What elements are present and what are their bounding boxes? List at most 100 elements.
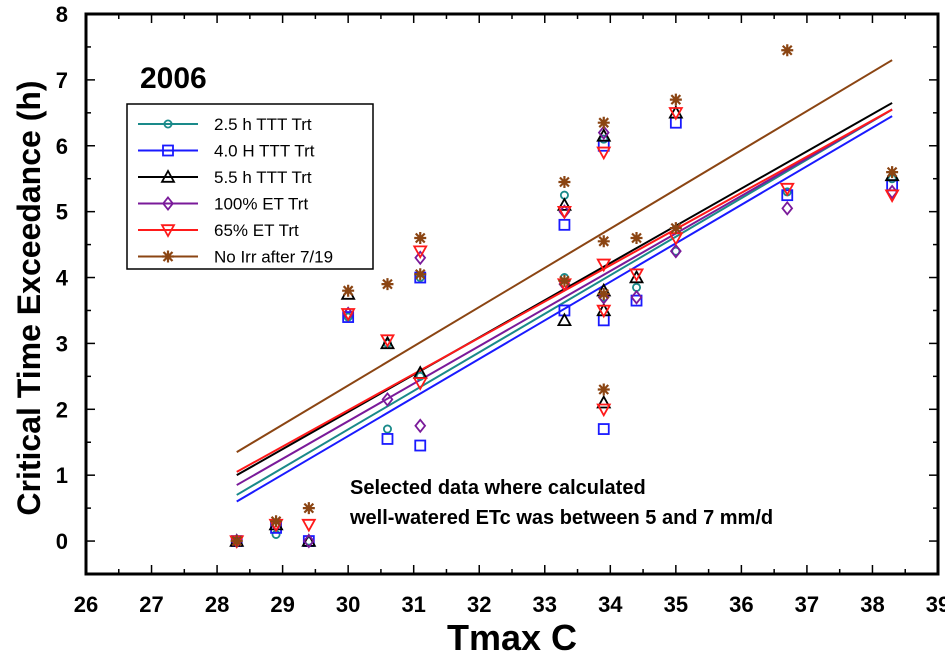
data-point <box>596 258 612 273</box>
y-tick-label: 1 <box>56 463 68 488</box>
legend-marker <box>162 196 174 211</box>
legend-label: 4.0 H TTT Trt <box>214 142 315 161</box>
data-point <box>781 189 794 202</box>
data-point <box>381 433 394 445</box>
data-point <box>270 515 283 528</box>
legend-marker <box>160 169 176 183</box>
data-point <box>414 418 427 434</box>
legend-marker <box>162 144 174 157</box>
legend-box <box>126 103 374 270</box>
data-point <box>302 502 315 515</box>
legend-label: 65% ET Trt <box>214 221 299 240</box>
data-point <box>412 377 428 391</box>
data-point <box>671 246 681 256</box>
data-point <box>558 218 571 231</box>
data-point <box>414 232 427 244</box>
y-tick-label: 6 <box>56 134 68 159</box>
legend-marker <box>160 224 176 238</box>
x-tick-label: 36 <box>729 592 753 617</box>
y-tick-label: 4 <box>56 266 69 291</box>
x-tick-label: 28 <box>205 592 229 617</box>
annotation-line-1: Selected data where calculated <box>350 477 646 499</box>
data-point <box>556 205 572 220</box>
data-point <box>230 535 243 548</box>
data-point <box>556 312 572 327</box>
y-tick-label: 5 <box>56 200 68 225</box>
fit-line-1 <box>236 108 893 496</box>
x-tick-label: 29 <box>270 592 294 617</box>
x-tick-label: 39 <box>926 592 945 617</box>
data-point <box>884 189 900 204</box>
data-point <box>630 289 643 305</box>
legend-label: 2.5 h TTT Trt <box>214 115 312 134</box>
series-6 <box>230 44 899 548</box>
y-axis-title: Critical Time Exceedance (h) <box>11 80 47 515</box>
x-tick-label: 37 <box>795 592 819 617</box>
fit-line-6 <box>236 59 893 453</box>
data-point <box>668 107 684 121</box>
data-point <box>630 232 643 244</box>
y-tick-label: 7 <box>56 68 68 93</box>
data-point <box>781 44 794 57</box>
data-point <box>414 268 427 281</box>
legend: 2.5 h TTT Trt 4.0 H TTT Trt 5.5 h TTT Trt 1… <box>126 103 374 270</box>
y-tick-label: 2 <box>56 397 68 422</box>
legend-entry-1: 2.5 h TTT Trt <box>138 115 312 134</box>
data-point <box>628 269 645 284</box>
data-point <box>628 268 645 283</box>
fit-line-4 <box>236 108 893 486</box>
data-point <box>558 274 571 287</box>
x-tick-label: 30 <box>336 592 360 617</box>
legend-entry-4: 100% ET Trt <box>138 195 308 214</box>
data-point <box>597 125 610 141</box>
data-point <box>597 235 610 248</box>
axis-ticks <box>85 13 939 574</box>
legend-entry-6: No Irr after 7/19 <box>138 248 333 267</box>
data-point <box>342 311 355 323</box>
x-tick-label: 34 <box>598 592 623 617</box>
data-point <box>414 250 427 266</box>
data-point <box>630 294 643 307</box>
data-point <box>556 197 572 211</box>
plot-content <box>229 44 900 549</box>
data-point <box>382 424 392 434</box>
y-tick-label: 0 <box>56 529 68 554</box>
data-point <box>596 146 612 161</box>
x-tick-label: 26 <box>74 592 98 617</box>
data-point <box>596 403 612 418</box>
data-point <box>886 166 899 179</box>
data-point <box>669 222 682 235</box>
legend-marker <box>162 250 174 263</box>
data-point <box>597 383 610 396</box>
data-point <box>340 308 356 322</box>
data-point <box>781 200 794 216</box>
data-point <box>301 518 317 533</box>
y-tick-label: 3 <box>56 331 68 356</box>
data-point <box>379 335 396 350</box>
data-point <box>669 93 682 106</box>
data-point <box>415 371 425 381</box>
legend-marker <box>163 119 173 129</box>
data-point <box>779 182 795 197</box>
data-point <box>379 334 396 348</box>
x-axis-title: Tmax C <box>447 617 577 657</box>
data-point <box>669 243 682 259</box>
legend-entry-3: 5.5 h TTT Trt <box>138 168 312 187</box>
legend-entry-2: 4.0 H TTT Trt <box>138 142 315 161</box>
x-tick-label: 31 <box>401 592 425 617</box>
data-point <box>414 439 427 452</box>
data-point <box>599 134 609 144</box>
x-tick-label: 32 <box>467 592 491 617</box>
legend-entry-5: 65% ET Trt <box>138 221 299 240</box>
x-tick-label: 27 <box>139 592 163 617</box>
data-point <box>596 394 612 409</box>
x-tick-label: 35 <box>664 592 688 617</box>
data-point <box>597 423 610 435</box>
data-point <box>597 288 610 300</box>
legend-label: 5.5 h TTT Trt <box>214 168 312 187</box>
legend-label: 100% ET Trt <box>214 195 308 214</box>
data-point <box>596 304 612 319</box>
fit-line-2 <box>236 115 893 503</box>
